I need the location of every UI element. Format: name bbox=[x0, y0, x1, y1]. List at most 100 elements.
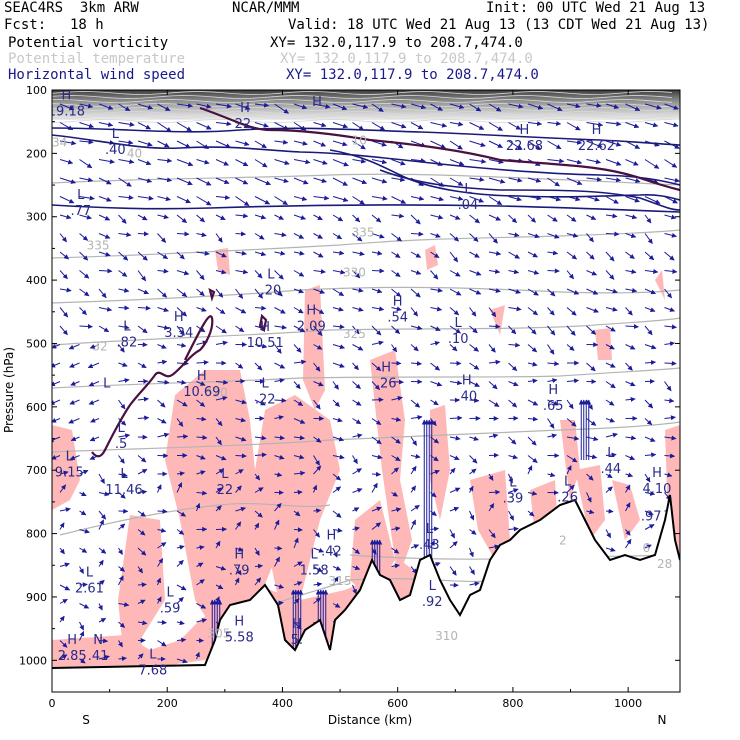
wind-vector bbox=[274, 250, 286, 256]
wind-vector bbox=[371, 159, 388, 165]
high-low-value: 10.51 bbox=[247, 336, 284, 351]
wind-vector bbox=[625, 269, 637, 275]
wind-vector bbox=[488, 399, 500, 408]
wind-vector bbox=[410, 251, 422, 258]
wind-vector bbox=[488, 177, 506, 184]
wind-vector bbox=[176, 560, 184, 567]
wind-vector bbox=[293, 359, 307, 365]
wind-vector bbox=[332, 177, 348, 186]
wind-vector bbox=[274, 415, 284, 420]
wind-vector bbox=[196, 288, 205, 297]
wind-vector bbox=[274, 397, 287, 403]
wind-vector bbox=[391, 507, 402, 513]
wind-vector bbox=[196, 470, 206, 476]
wind-vector bbox=[352, 122, 365, 131]
wind-vector bbox=[118, 621, 126, 628]
wind-vector bbox=[176, 251, 185, 260]
wind-vector bbox=[566, 435, 580, 441]
high-low-marker: L bbox=[607, 446, 615, 461]
wind-vector bbox=[118, 433, 131, 439]
high-low-marker: H bbox=[62, 89, 72, 104]
wind-vector bbox=[449, 455, 460, 461]
fcst-value: 18 h bbox=[70, 17, 104, 33]
wind-vector bbox=[664, 435, 677, 441]
wind-vector bbox=[625, 307, 633, 316]
field-xy-wind: XY= 132.0,117.9 to 208.7,474.0 bbox=[286, 67, 539, 83]
wind-vector bbox=[118, 523, 126, 530]
high-low-marker: L bbox=[66, 449, 74, 464]
wind-vector bbox=[644, 359, 656, 365]
wind-vector bbox=[332, 486, 342, 493]
wind-vector bbox=[293, 470, 306, 476]
wind-vector bbox=[410, 504, 420, 512]
wind-vector bbox=[625, 455, 635, 460]
wind-vector bbox=[391, 547, 400, 554]
high-low-marker: L bbox=[120, 467, 128, 482]
wind-vector bbox=[566, 455, 578, 463]
wind-vector bbox=[527, 214, 536, 223]
wind-vector bbox=[352, 140, 366, 150]
wind-vector bbox=[176, 270, 190, 276]
wind-vector bbox=[137, 620, 148, 626]
wind-vector bbox=[508, 399, 518, 408]
wind-vector bbox=[157, 325, 170, 330]
wind-vector bbox=[176, 658, 188, 664]
wind-vector bbox=[79, 233, 89, 241]
theta-contour-label: 40 bbox=[127, 146, 142, 160]
wind-vector bbox=[508, 362, 518, 372]
wind-vector bbox=[547, 472, 556, 478]
wind-vector bbox=[566, 484, 575, 493]
wind-vector bbox=[488, 103, 502, 112]
wind-vector bbox=[157, 619, 167, 625]
wind-vector bbox=[274, 103, 289, 114]
theta-contour-label: 305 bbox=[208, 627, 231, 641]
wind-vector bbox=[586, 307, 599, 313]
wind-vector bbox=[547, 288, 556, 297]
wind-vector bbox=[371, 177, 388, 184]
y-tick-label: 900 bbox=[26, 591, 47, 604]
wind-vector bbox=[137, 599, 146, 605]
wind-vector bbox=[59, 270, 68, 280]
wind-vector bbox=[468, 485, 474, 493]
wind-vector bbox=[469, 251, 480, 258]
wind-vector bbox=[644, 196, 661, 204]
wind-vector bbox=[313, 159, 328, 165]
wind-vector bbox=[449, 103, 465, 110]
wind-vector bbox=[293, 325, 306, 333]
wind-vector bbox=[625, 287, 638, 293]
wind-vector bbox=[293, 454, 305, 460]
wind-vector bbox=[79, 122, 95, 129]
wind-vector bbox=[391, 325, 400, 335]
wind-vector bbox=[488, 473, 494, 481]
wind-vector bbox=[234, 577, 240, 586]
wind-vector bbox=[196, 399, 206, 407]
theta-contour-label: 6 bbox=[643, 541, 651, 555]
wind-vector bbox=[625, 362, 633, 371]
wind-vector bbox=[410, 344, 419, 352]
wind-vector bbox=[195, 503, 201, 512]
wind-vector bbox=[449, 325, 461, 334]
wind-vector bbox=[469, 510, 475, 521]
high-low-marker: L bbox=[426, 522, 434, 537]
pv-contours bbox=[91, 106, 680, 458]
wind-vector bbox=[664, 398, 675, 404]
theta-contour-label: 325 bbox=[343, 327, 366, 341]
high-low-value: .40 bbox=[456, 389, 477, 404]
high-low-marker: N bbox=[93, 633, 103, 648]
wind-vector bbox=[313, 251, 324, 258]
wind-vector bbox=[371, 288, 383, 294]
high-low-value: .20 bbox=[261, 283, 282, 298]
wind-vector bbox=[488, 122, 503, 131]
wind-vector bbox=[137, 362, 147, 369]
pv-contour bbox=[208, 287, 216, 302]
wind-vector bbox=[469, 581, 480, 587]
wind-vector bbox=[59, 484, 67, 493]
x-axis: 0 200 400 600 800 1000 bbox=[49, 90, 642, 710]
wind-vector bbox=[117, 640, 123, 648]
high-low-marker: H bbox=[327, 529, 337, 544]
wind-vector bbox=[79, 528, 90, 534]
wind-vector bbox=[508, 269, 520, 275]
wind-vector bbox=[508, 232, 520, 238]
field-xy-pv: XY= 132.0,117.9 to 208.7,474.0 bbox=[270, 35, 523, 51]
cloud-patch bbox=[370, 350, 412, 580]
